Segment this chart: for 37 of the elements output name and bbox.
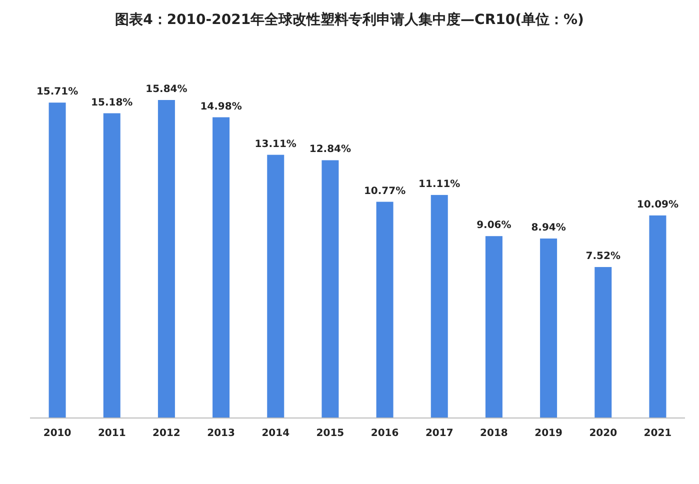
data-label: 8.94% bbox=[531, 222, 566, 234]
bar bbox=[103, 113, 120, 418]
x-tick-label: 2017 bbox=[425, 428, 454, 439]
bar bbox=[540, 238, 558, 418]
data-label: 11.11% bbox=[418, 178, 460, 190]
x-tick-label: 2021 bbox=[644, 428, 672, 439]
data-label: 12.84% bbox=[309, 144, 352, 156]
bar bbox=[322, 160, 339, 418]
bar bbox=[267, 154, 284, 418]
x-tick-label: 2016 bbox=[370, 428, 399, 439]
bar bbox=[430, 194, 448, 418]
x-tick-label: 2011 bbox=[98, 428, 126, 439]
data-label: 15.84% bbox=[146, 84, 188, 95]
data-label: 15.18% bbox=[91, 97, 133, 108]
data-label: 15.71% bbox=[36, 86, 78, 98]
x-tick-label: 2014 bbox=[262, 428, 290, 439]
x-tick-label: 2018 bbox=[480, 428, 508, 439]
chart-title: 图表4：2010-2021年全球改性塑料专利申请人集中度—CR10(单位：%) bbox=[115, 11, 584, 28]
bar bbox=[649, 215, 666, 418]
bar bbox=[212, 117, 230, 418]
x-tick-label: 2012 bbox=[152, 428, 180, 439]
data-label: 14.98% bbox=[200, 101, 242, 112]
data-label: 9.06% bbox=[476, 220, 512, 232]
x-tick-label: 2015 bbox=[316, 428, 344, 439]
bar bbox=[594, 267, 612, 418]
data-label: 10.77% bbox=[364, 186, 406, 197]
bar bbox=[376, 202, 394, 418]
bar bbox=[485, 236, 502, 418]
x-tick-label: 2010 bbox=[43, 428, 72, 439]
x-tick-label: 2013 bbox=[207, 428, 235, 439]
x-tick-label: 2019 bbox=[534, 428, 562, 439]
data-label: 7.52% bbox=[586, 251, 620, 262]
data-label: 10.09% bbox=[636, 199, 679, 210]
bar bbox=[48, 102, 66, 418]
bar bbox=[158, 100, 175, 418]
data-label: 13.11% bbox=[254, 138, 296, 150]
x-tick-label: 2020 bbox=[589, 428, 618, 439]
